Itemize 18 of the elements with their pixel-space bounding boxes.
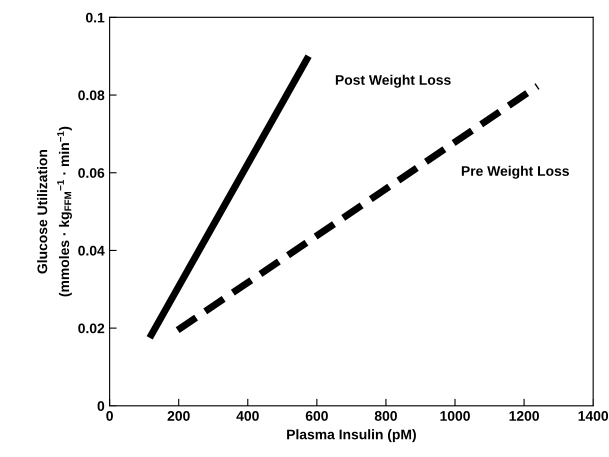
y-tick-label: 0.02 [78, 323, 104, 334]
x-tick-label: 0 [106, 411, 113, 421]
x-tick-label: 1000 [440, 411, 470, 421]
x-tick-label: 200 [168, 411, 190, 421]
y-tick-label: 0 [98, 401, 104, 411]
y-axis-title: Glucose Utilization (mmoles · kg$_{FFM}$$^{−1}$ · min$^{−1}$) [37, 126, 72, 296]
y-tick-label: 0.08 [78, 90, 104, 100]
y-tick-label: 0.1 [86, 12, 104, 23]
y-tick-label: 0.04 [78, 246, 105, 256]
text: Post Weight Loss [336, 74, 451, 88]
x-tick-label: 1200 [510, 411, 539, 421]
series-label: Pre Weight Loss [462, 166, 569, 179]
x-tick-label: 400 [236, 411, 259, 421]
y-tick-label: 0.06 [78, 168, 104, 178]
x-tick-label: 800 [374, 411, 397, 421]
x-axis-title: Plasma Insulin (pM) [287, 429, 416, 442]
x-tick-label: 600 [306, 411, 328, 421]
x-tick-label: 1400 [578, 411, 608, 421]
